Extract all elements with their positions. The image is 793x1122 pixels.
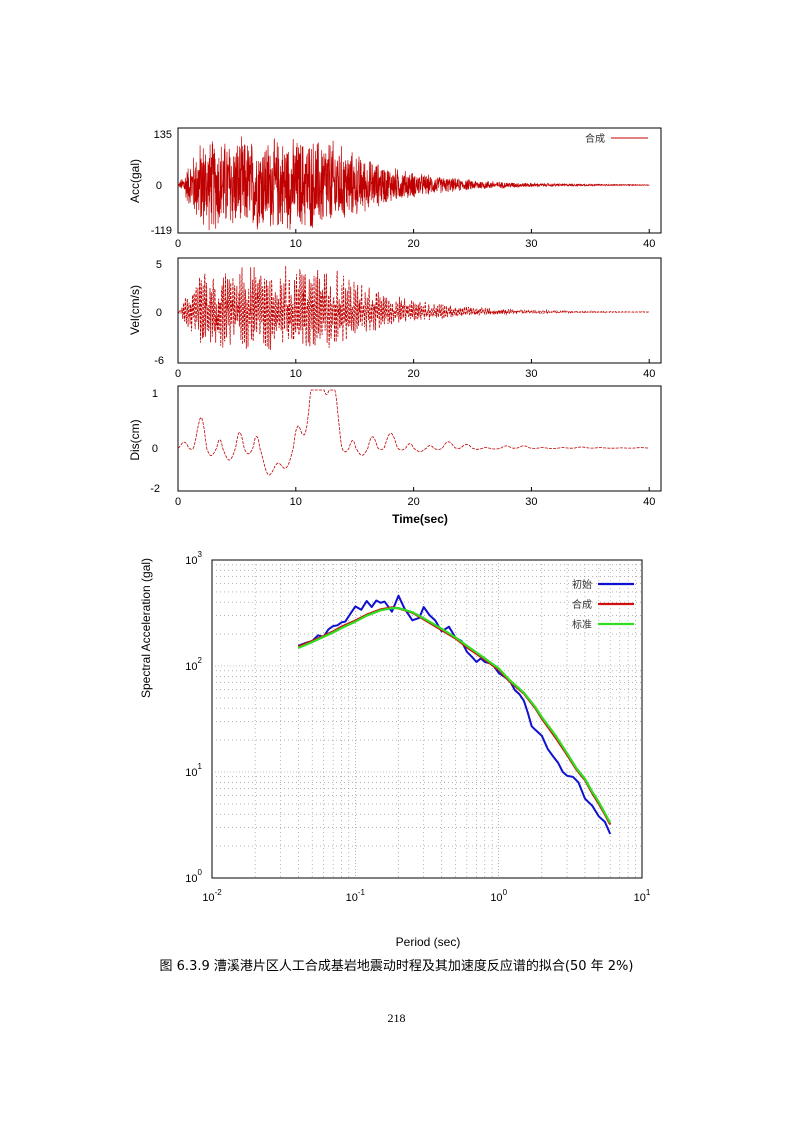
acc-panel: 135 0 -119 Acc(gal) 0 10 20 30 40 合成: [128, 127, 662, 250]
dis-xtick-label: 30: [525, 496, 537, 508]
spectrum-panel: 10-2 10-1 100 101 103 102 101 100 Spectral Acce…: [139, 550, 651, 949]
acc-xtick-label: 10: [290, 238, 302, 250]
dis-series-line: [177, 389, 650, 476]
dis-xticks: 0 10 20 30 40: [175, 487, 655, 508]
figure-caption: 图 6.3.9 漕溪港片区人工合成基岩地震动时程及其加速度反应谱的拟合(50 年…: [159, 959, 634, 974]
spectrum-xlabel: Period (sec): [396, 935, 461, 949]
vel-xticks: 0 10 20 30 40: [175, 359, 655, 380]
dis-trace: [177, 389, 650, 476]
vel-ytick-zero: 0: [156, 307, 162, 319]
spectrum-ytick-label: 100: [185, 868, 202, 885]
spectrum-legend-label-0: 初始: [572, 578, 592, 591]
vel-xtick-label: 20: [407, 368, 419, 380]
spectrum-legend-label-1: 合成: [572, 598, 592, 611]
dis-xtick-label: 20: [407, 496, 419, 508]
dis-ytick-top: 1: [152, 388, 158, 400]
spectrum-xtick-label: 101: [634, 888, 651, 904]
vel-xtick-label: 10: [290, 368, 302, 380]
acc-xtick-label: 30: [525, 238, 537, 250]
dis-ylabel: Dis(cm): [128, 419, 142, 460]
acc-ytick-bottom: -119: [151, 225, 172, 237]
vel-xtick-label: 40: [643, 368, 655, 380]
dis-xtick-label: 40: [643, 496, 655, 508]
spectrum-ytick-label: 102: [185, 656, 202, 673]
dis-ytick-bottom: -2: [150, 483, 160, 495]
vel-frame: [177, 257, 662, 364]
acc-legend-label: 合成: [585, 132, 605, 145]
dis-xtick-label: 0: [175, 496, 181, 508]
vel-xtick-label: 30: [525, 368, 537, 380]
spectrum-xtick-label: 10-2: [202, 888, 222, 904]
spectrum-ylabel: Spectral Acceleration (gal): [139, 558, 153, 698]
spectrum-frame: [211, 559, 643, 879]
spectrum-series: [297, 594, 612, 835]
vel-xtick-label: 0: [175, 368, 181, 380]
acc-trace: [177, 136, 650, 231]
spectrum-series-line-2: [297, 606, 612, 824]
time-xlabel: Time(sec): [392, 512, 448, 526]
spectrum-legend-label-2: 标准: [572, 619, 592, 631]
acc-xtick-label: 0: [175, 238, 181, 250]
page-number: 218: [387, 1011, 406, 1025]
vel-trace: [177, 265, 650, 350]
spectrum-grid: [212, 560, 642, 878]
vel-ytick-bottom: -6: [154, 355, 164, 367]
vel-ylabel: Vel(cm/s): [128, 285, 142, 335]
vel-ytick-top: 5: [156, 259, 162, 271]
spectrum-ytick-label: 101: [185, 762, 202, 779]
acc-ylabel: Acc(gal): [128, 159, 142, 203]
dis-frame: [177, 385, 662, 492]
dis-xtick-label: 10: [290, 496, 302, 508]
spectrum-series-line-0: [297, 594, 612, 835]
acc-ytick-zero: 0: [156, 180, 162, 192]
acc-ytick-top: 135: [154, 129, 172, 141]
spectrum-xtick-label: 10-1: [346, 888, 366, 904]
acc-xticks: 0 10 20 30 40: [175, 229, 655, 250]
vel-series-line: [177, 265, 650, 350]
acc-xtick-label: 20: [407, 238, 419, 250]
acc-series-line: [177, 136, 650, 231]
spectrum-xtick-label: 100: [490, 888, 507, 904]
vel-panel: 5 0 -6 Vel(cm/s) 0 10 20 30 40: [128, 257, 662, 380]
dis-ytick-zero: 0: [152, 443, 158, 455]
spectrum-ytick-label: 103: [185, 550, 202, 567]
dis-panel: 1 0 -2 Dis(cm) 0 10 20 30 40 Time(sec): [128, 385, 662, 526]
acc-frame: [177, 127, 662, 234]
spectrum-series-line-1: [297, 606, 612, 826]
acc-xtick-label: 40: [643, 238, 655, 250]
